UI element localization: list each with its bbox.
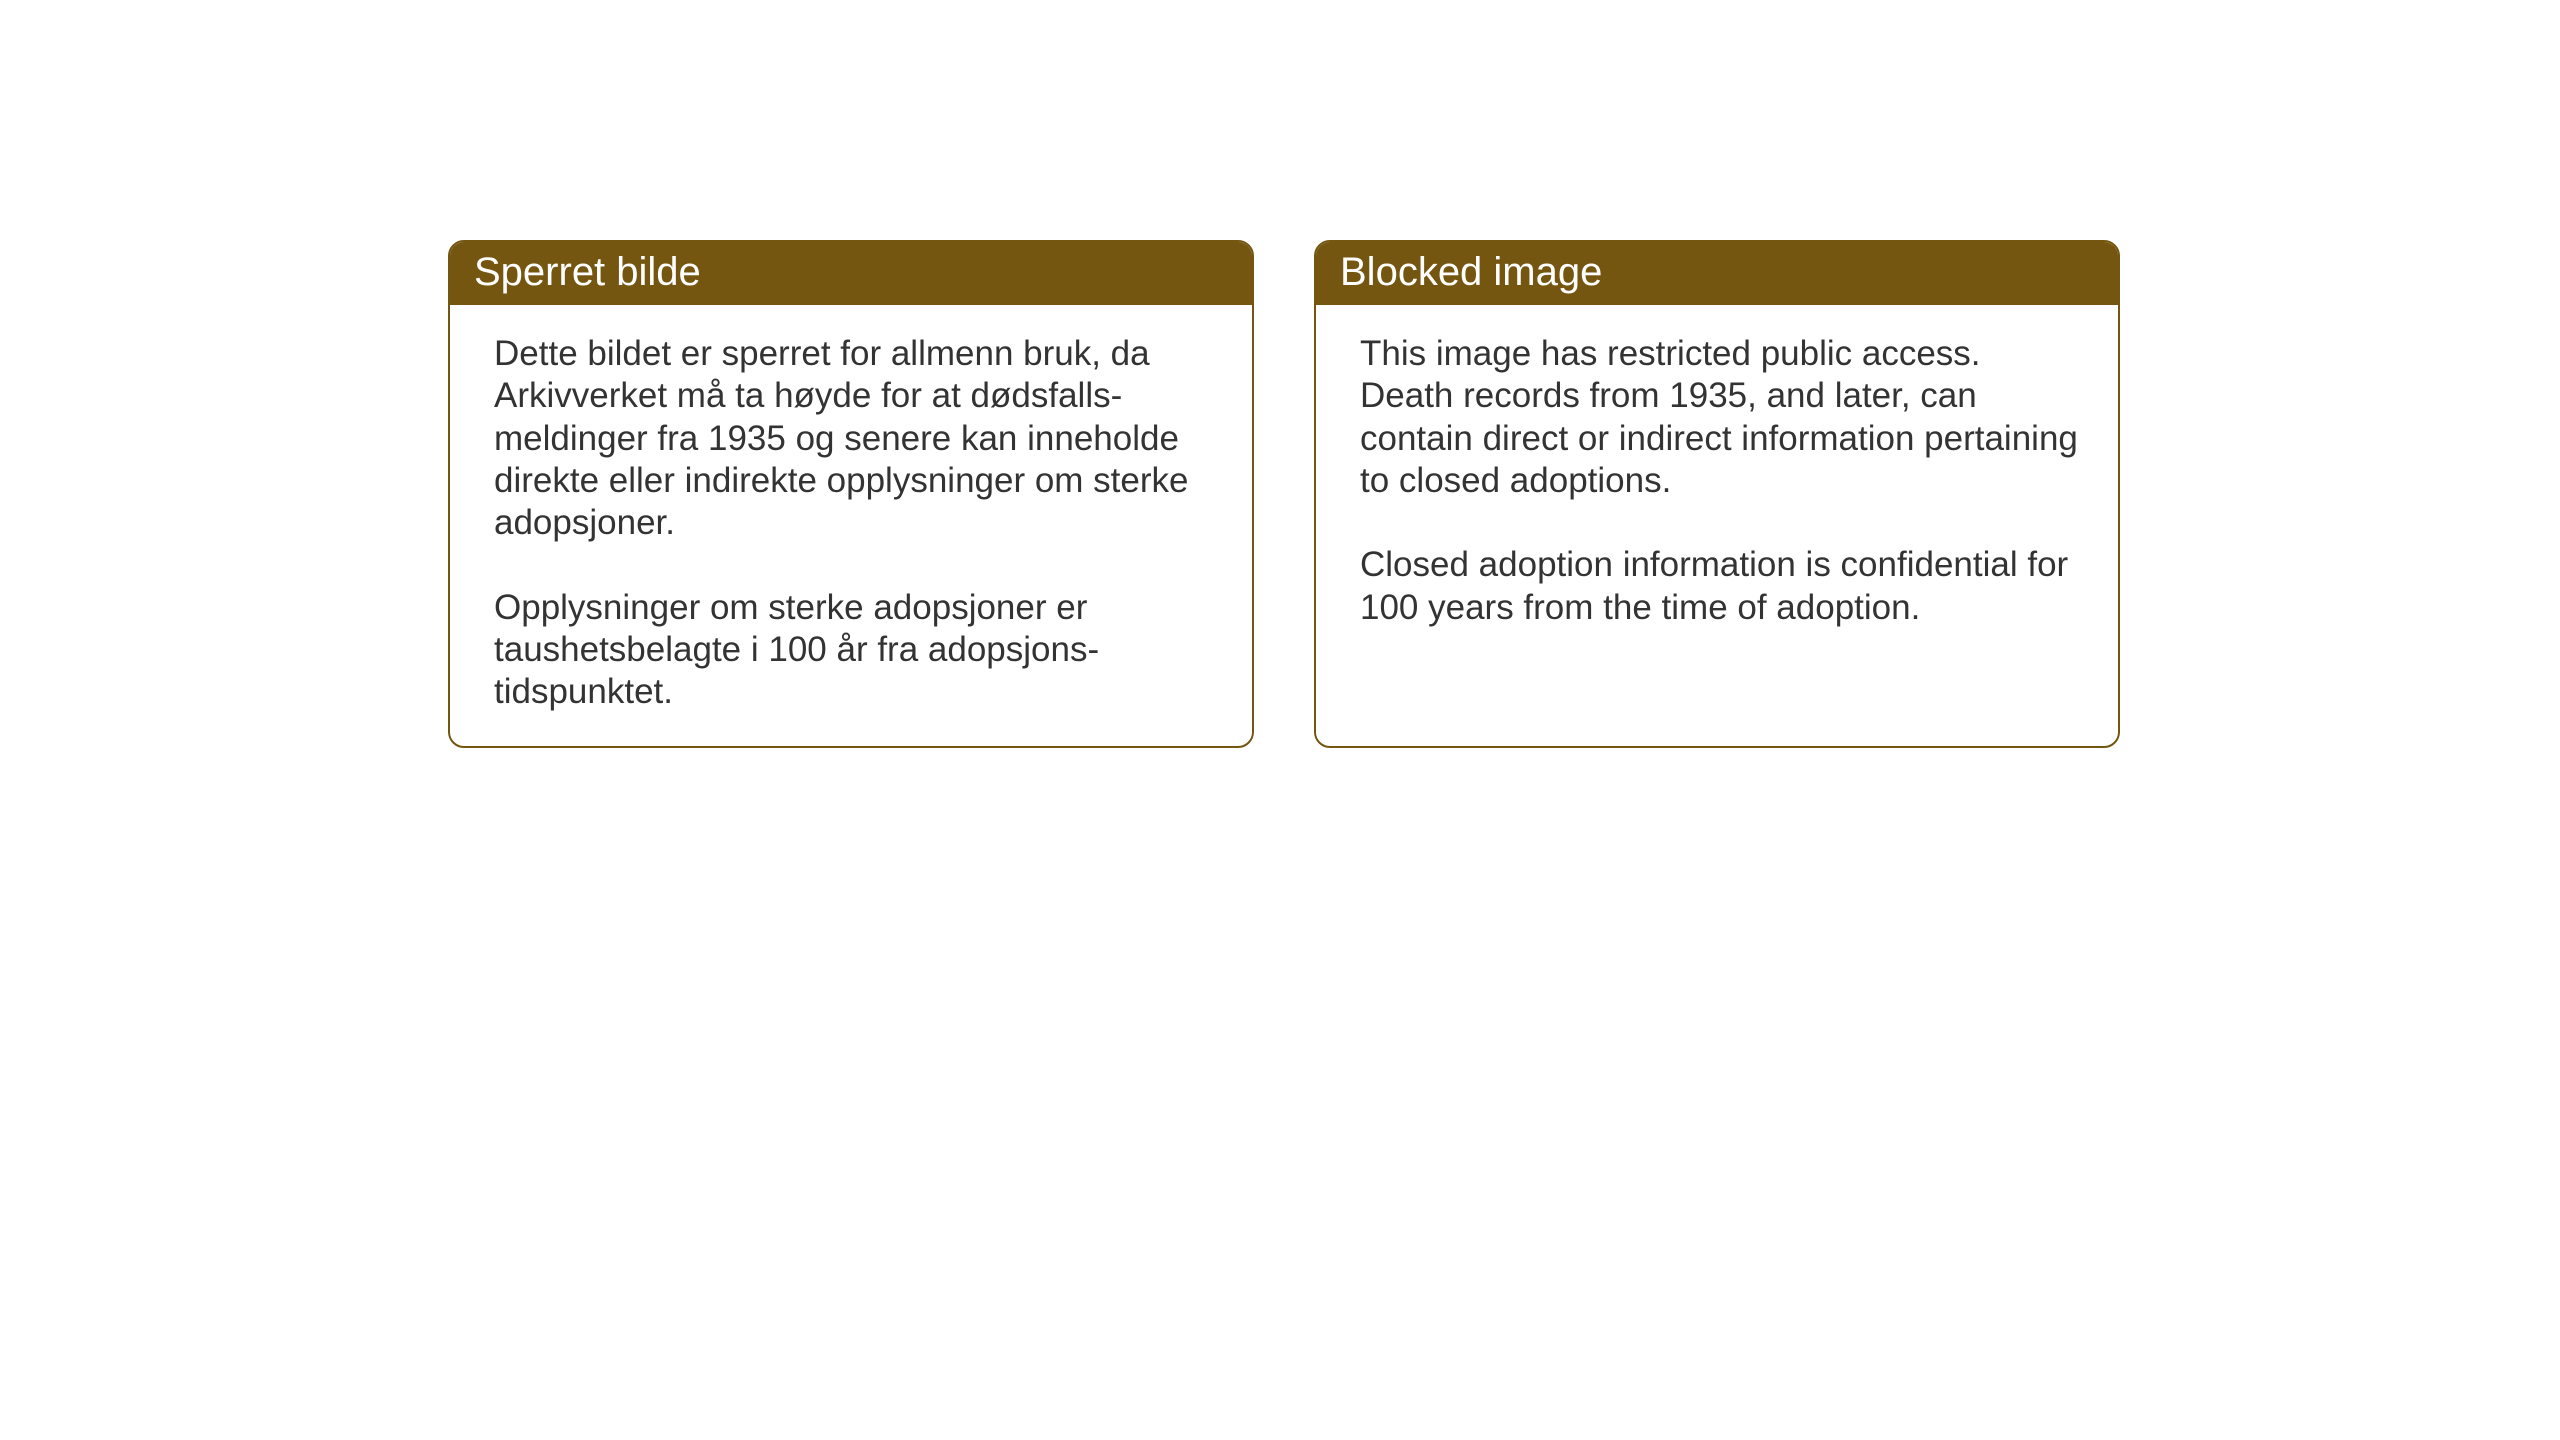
notice-paragraph-1-norwegian: Dette bildet er sperret for allmenn bruk… <box>494 333 1216 545</box>
notices-container: Sperret bilde Dette bildet er sperret fo… <box>448 240 2120 748</box>
notice-paragraph-2-norwegian: Opplysninger om sterke adopsjoner er tau… <box>494 587 1216 714</box>
notice-paragraph-1-english: This image has restricted public access.… <box>1360 333 2082 502</box>
notice-paragraph-2-english: Closed adoption information is confident… <box>1360 544 2082 629</box>
notice-body-norwegian: Dette bildet er sperret for allmenn bruk… <box>450 305 1252 748</box>
notice-box-norwegian: Sperret bilde Dette bildet er sperret fo… <box>448 240 1254 748</box>
notice-header-norwegian: Sperret bilde <box>450 242 1252 305</box>
notice-body-english: This image has restricted public access.… <box>1316 305 2118 669</box>
notice-header-english: Blocked image <box>1316 242 2118 305</box>
notice-box-english: Blocked image This image has restricted … <box>1314 240 2120 748</box>
